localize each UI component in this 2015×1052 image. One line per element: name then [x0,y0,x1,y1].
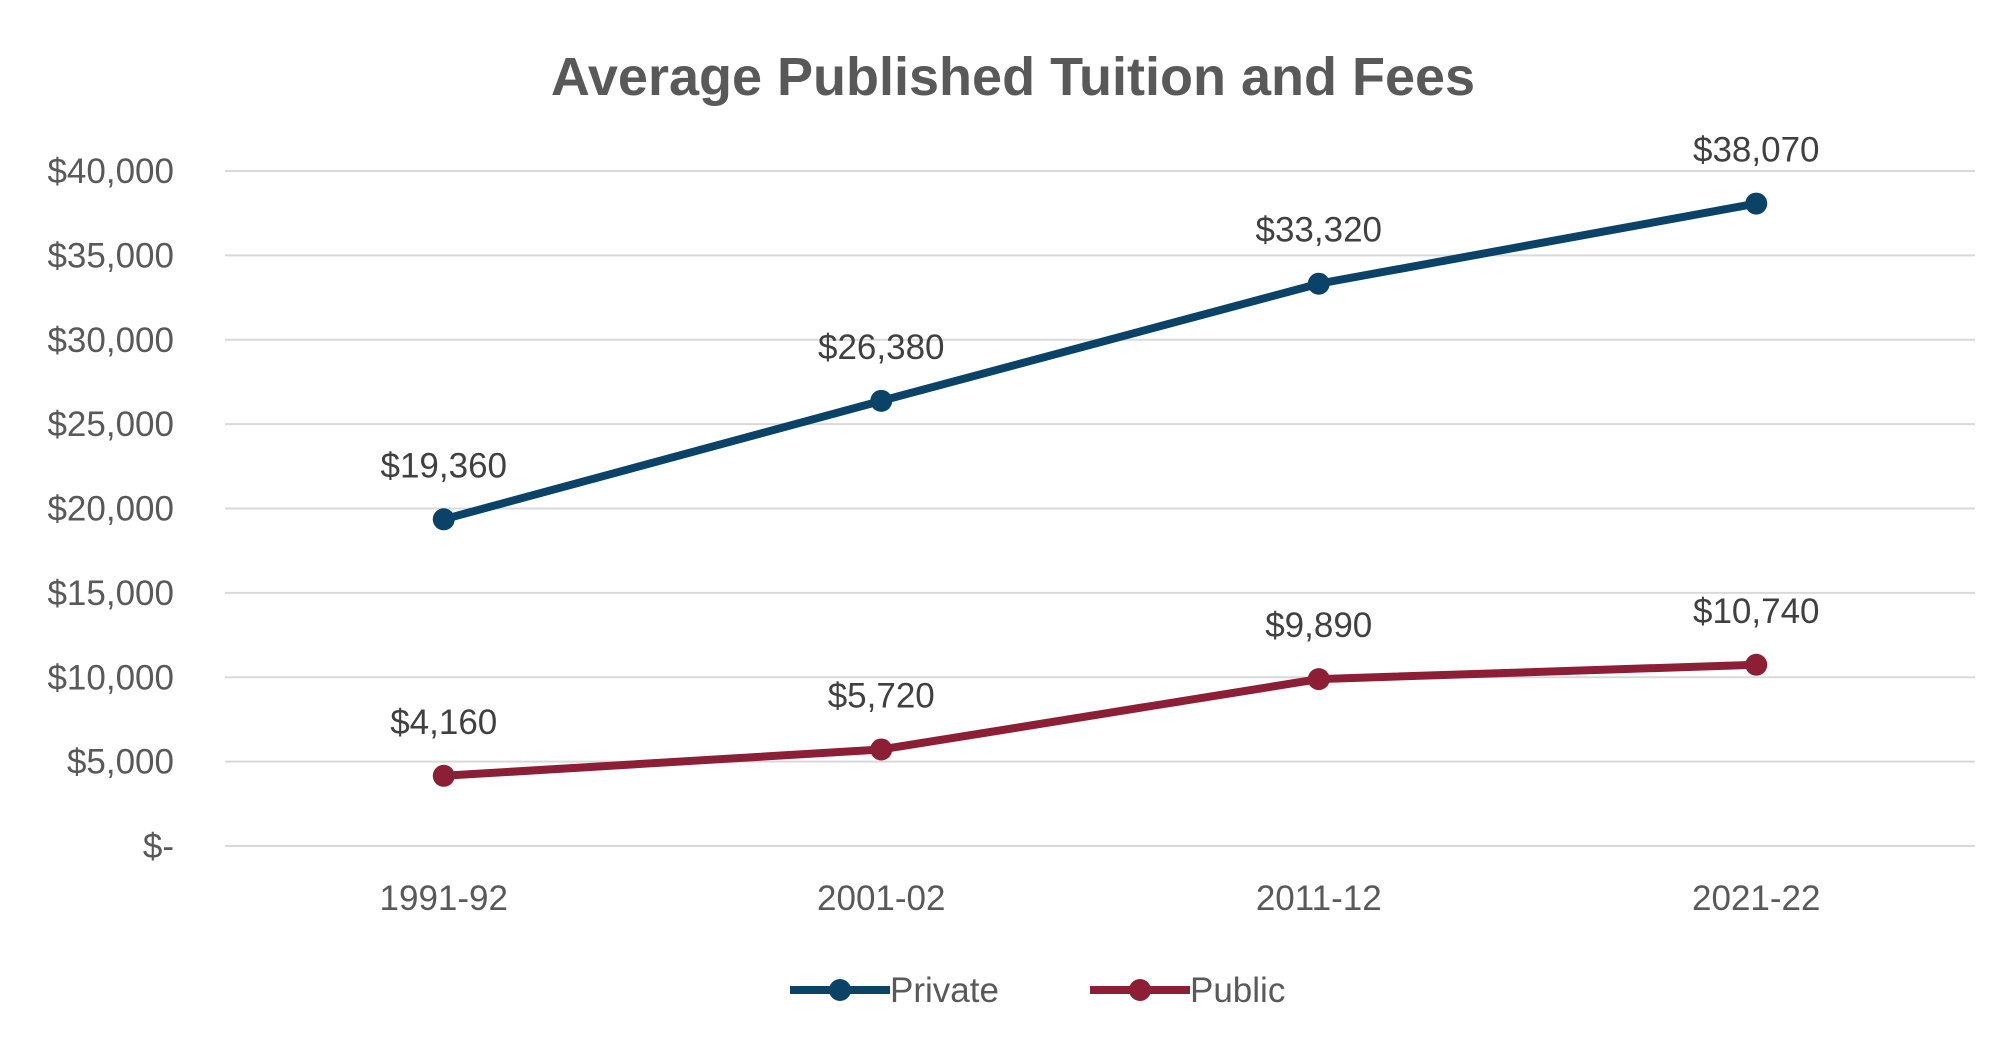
y-axis-ticks: $- $5,000 $10,000 $15,000 $20,000 $25,000 $30,… [47,152,174,866]
data-point-public [870,738,893,761]
series-lines [432,192,1768,787]
data-point-public [1307,668,1330,691]
data-point-private [870,389,893,412]
x-tick-label: 2001-02 [817,879,945,918]
y-tick-label: $- [143,827,174,866]
data-label-private: $26,380 [818,328,945,367]
data-point-public [1745,653,1768,676]
legend: Private Public [790,971,1285,1010]
y-tick-label: $25,000 [47,405,174,444]
data-point-private [432,508,455,531]
x-axis-ticks: 1991-92 2001-02 2011-12 2021-22 [380,879,1821,918]
legend-label: Public [1190,971,1285,1010]
data-point-public [432,764,455,787]
data-label-public: $10,740 [1693,592,1820,631]
y-tick-label: $35,000 [47,236,174,275]
y-tick-label: $20,000 [47,490,174,529]
chart-title: Average Published Tuition and Fees [551,47,1475,107]
x-tick-label: 2011-12 [1256,879,1382,918]
y-tick-label: $40,000 [47,152,174,191]
legend-label: Private [890,971,999,1010]
data-point-private [1307,272,1330,295]
x-tick-label: 1991-92 [380,879,508,918]
legend-marker [829,979,851,1001]
y-tick-label: $10,000 [47,658,174,697]
x-tick-label: 2021-22 [1692,879,1820,918]
legend-item-public: Public [1090,971,1285,1010]
data-labels: $19,360 $26,380 $33,320 $38,070 $4,160 $5,720… [380,131,1819,742]
data-label-private: $19,360 [380,446,507,485]
series-line-private [439,199,1761,524]
data-label-public: $9,890 [1265,606,1372,645]
data-label-public: $5,720 [828,676,935,715]
data-point-private [1745,192,1768,215]
y-tick-label: $30,000 [47,321,174,360]
legend-item-private: Private [790,971,999,1010]
data-label-private: $33,320 [1255,211,1382,250]
y-tick-label: $15,000 [47,574,174,613]
data-label-public: $4,160 [390,703,497,742]
gridlines [225,170,1975,847]
data-label-private: $38,070 [1693,131,1820,170]
legend-marker [1129,979,1151,1001]
series-line-public [439,660,1761,780]
y-tick-label: $5,000 [67,743,174,782]
